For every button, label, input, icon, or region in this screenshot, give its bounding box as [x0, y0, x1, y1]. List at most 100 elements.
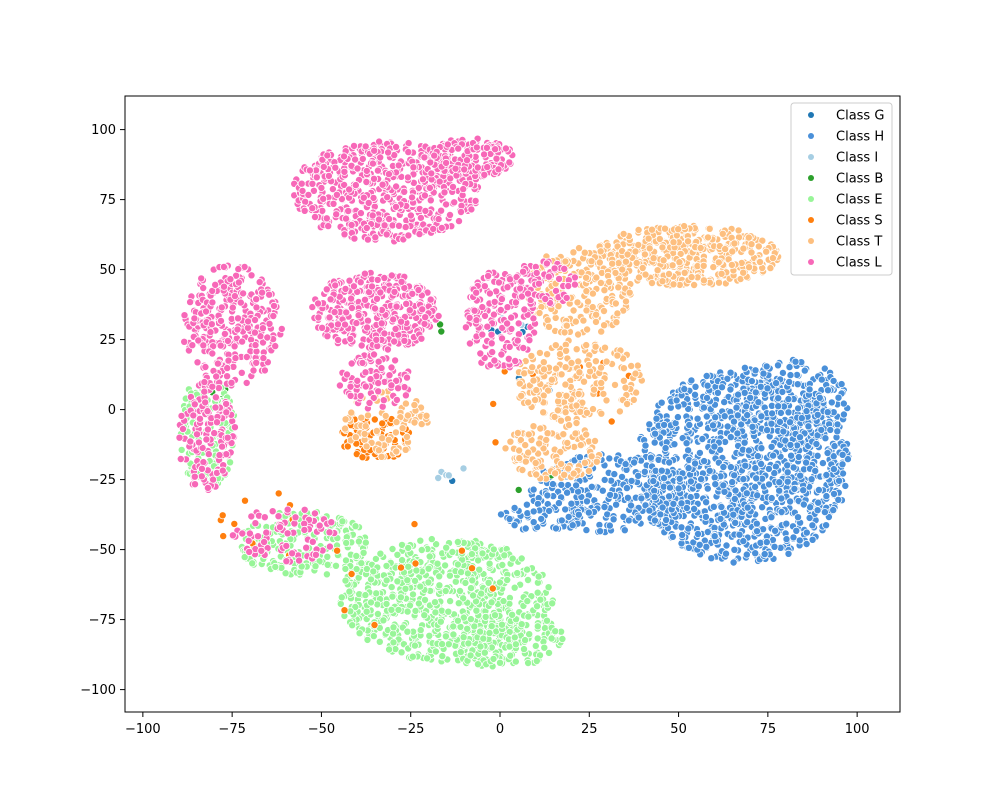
data-point	[691, 459, 700, 468]
data-point	[575, 368, 584, 377]
data-point	[370, 146, 379, 155]
data-point	[361, 538, 370, 547]
data-point	[416, 582, 425, 591]
data-point	[503, 576, 512, 585]
data-point	[786, 418, 795, 427]
data-point	[431, 647, 440, 656]
data-point	[418, 175, 427, 184]
data-point	[425, 631, 434, 640]
data-point	[751, 388, 760, 397]
data-point	[417, 546, 426, 555]
data-point	[704, 233, 713, 242]
data-point	[536, 595, 545, 604]
data-point	[730, 545, 739, 554]
data-point	[341, 424, 350, 433]
data-point	[394, 605, 403, 614]
data-point	[384, 435, 393, 444]
data-point	[495, 658, 504, 667]
data-point	[588, 289, 597, 298]
data-point	[751, 482, 760, 491]
data-point	[623, 250, 632, 259]
data-point	[699, 403, 708, 412]
data-point	[545, 322, 554, 331]
data-point	[353, 164, 362, 173]
data-point	[732, 403, 741, 412]
data-point	[351, 181, 360, 190]
data-point	[404, 543, 413, 552]
data-point	[794, 513, 803, 522]
data-point	[612, 318, 621, 327]
data-point	[838, 460, 847, 469]
data-point	[308, 179, 317, 188]
data-point	[497, 620, 506, 629]
data-point	[833, 420, 842, 429]
data-point	[710, 473, 719, 482]
data-point	[529, 485, 538, 494]
data-point	[446, 597, 455, 606]
data-point	[705, 224, 714, 233]
data-point	[517, 391, 526, 400]
data-point	[674, 225, 683, 234]
data-point	[500, 551, 509, 560]
data-point	[444, 640, 453, 649]
data-point	[311, 562, 320, 571]
data-point	[363, 235, 372, 244]
data-point	[668, 532, 677, 541]
data-point	[777, 494, 786, 503]
data-point	[709, 421, 718, 430]
data-point	[341, 556, 350, 565]
data-point	[338, 517, 347, 526]
data-point	[349, 141, 358, 150]
data-point	[537, 514, 546, 523]
data-point	[387, 583, 396, 592]
data-point	[629, 395, 638, 404]
data-point	[557, 480, 566, 489]
data-point	[596, 527, 605, 536]
data-point	[772, 379, 781, 388]
data-point	[522, 500, 531, 509]
data-point	[467, 550, 476, 559]
data-point	[366, 598, 375, 607]
data-point	[441, 632, 450, 641]
data-point	[358, 154, 367, 163]
data-point	[602, 357, 611, 366]
data-point	[481, 612, 490, 621]
data-point	[396, 563, 405, 572]
data-point	[709, 502, 718, 511]
data-point	[587, 482, 596, 491]
data-point	[743, 411, 752, 420]
data-point	[560, 470, 569, 479]
data-point	[793, 380, 802, 389]
data-point	[518, 465, 527, 474]
data-point	[684, 524, 693, 533]
data-point	[726, 385, 735, 394]
data-point	[487, 622, 496, 631]
data-point	[741, 461, 750, 470]
data-point	[584, 360, 593, 369]
data-point	[434, 473, 443, 482]
data-point	[400, 187, 409, 196]
data-point	[544, 583, 553, 592]
data-point	[533, 588, 542, 597]
data-point	[740, 363, 749, 372]
data-point	[660, 474, 669, 483]
data-point	[562, 346, 571, 355]
data-point	[529, 376, 538, 385]
data-point	[547, 634, 556, 643]
data-point	[531, 458, 540, 467]
data-point	[597, 363, 606, 372]
data-point	[718, 383, 727, 392]
data-point	[521, 636, 530, 645]
data-point	[742, 550, 751, 559]
data-point	[445, 210, 454, 219]
data-point	[796, 433, 805, 442]
data-point	[608, 259, 617, 268]
data-point	[571, 317, 580, 326]
data-point	[775, 486, 784, 495]
data-point	[396, 593, 405, 602]
data-point	[380, 221, 389, 230]
data-point	[776, 417, 785, 426]
data-point	[586, 367, 595, 376]
data-point	[753, 491, 762, 500]
data-point	[344, 206, 353, 215]
